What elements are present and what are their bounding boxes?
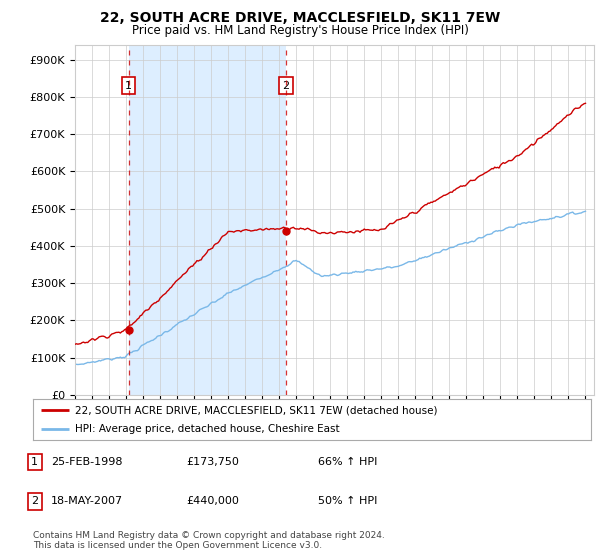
Text: £440,000: £440,000	[186, 496, 239, 506]
Text: 50% ↑ HPI: 50% ↑ HPI	[318, 496, 377, 506]
Text: Price paid vs. HM Land Registry's House Price Index (HPI): Price paid vs. HM Land Registry's House …	[131, 24, 469, 36]
Text: HPI: Average price, detached house, Cheshire East: HPI: Average price, detached house, Ches…	[75, 424, 340, 433]
Text: 2: 2	[31, 496, 38, 506]
Bar	[128, 45, 286, 395]
Text: 22, SOUTH ACRE DRIVE, MACCLESFIELD, SK11 7EW (detached house): 22, SOUTH ACRE DRIVE, MACCLESFIELD, SK11…	[75, 405, 437, 415]
Text: Contains HM Land Registry data © Crown copyright and database right 2024.
This d: Contains HM Land Registry data © Crown c…	[33, 531, 385, 550]
Text: 1: 1	[31, 457, 38, 467]
Text: 66% ↑ HPI: 66% ↑ HPI	[318, 457, 377, 467]
Text: 25-FEB-1998: 25-FEB-1998	[51, 457, 122, 467]
Text: 18-MAY-2007: 18-MAY-2007	[51, 496, 123, 506]
Text: 1: 1	[125, 81, 132, 91]
Text: £173,750: £173,750	[186, 457, 239, 467]
Text: 2: 2	[282, 81, 289, 91]
Text: 22, SOUTH ACRE DRIVE, MACCLESFIELD, SK11 7EW: 22, SOUTH ACRE DRIVE, MACCLESFIELD, SK11…	[100, 11, 500, 25]
